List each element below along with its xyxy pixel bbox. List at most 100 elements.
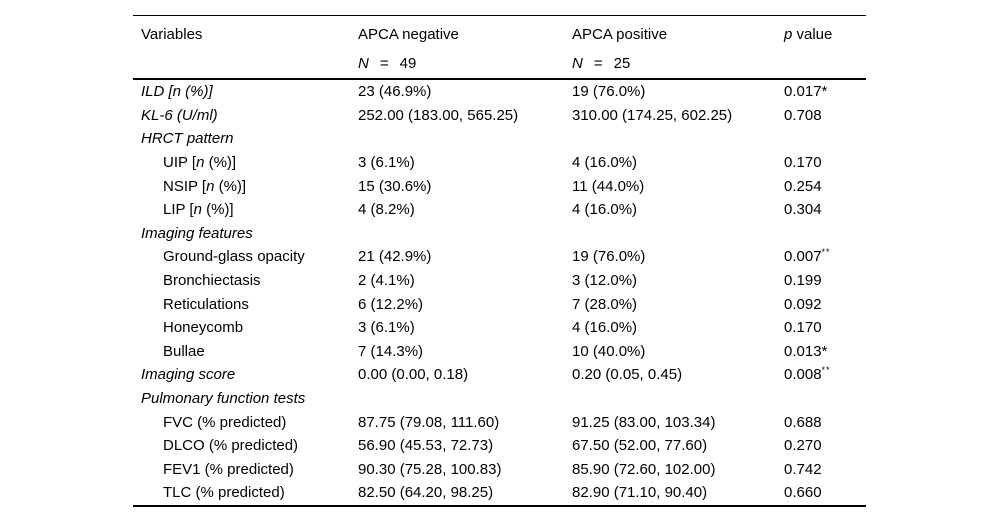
cell-apca-negative: 3 (6.1%) bbox=[358, 319, 415, 337]
cell-apca-positive: 82.90 (71.10, 90.40) bbox=[572, 484, 708, 502]
equals-sign: = bbox=[379, 55, 389, 72]
cell-p-value: 0.708 bbox=[784, 106, 822, 124]
cell-apca-negative: 6 (12.2%) bbox=[358, 295, 424, 313]
n-negative-value: 49 bbox=[399, 55, 417, 72]
cell-apca-positive: 4 (16.0%) bbox=[572, 201, 638, 219]
cell-apca-positive: 85.90 (72.60, 102.00) bbox=[572, 460, 716, 478]
table-row: FEV1 (% predicted) 90.30 (75.28, 100.83) 8… bbox=[133, 458, 866, 482]
table-row: HRCT pattern bbox=[133, 127, 866, 151]
cell-apca-positive: 310.00 (174.25, 602.25) bbox=[572, 106, 733, 124]
row-label: Imaging features bbox=[141, 224, 253, 242]
table-row: Imaging score 0.00 (0.00, 0.18) 0.20 (0.05… bbox=[133, 363, 866, 387]
cell-p-value: 0.092 bbox=[784, 295, 822, 313]
p-value-italic-p: p bbox=[784, 25, 793, 43]
n-label: N bbox=[572, 55, 583, 72]
cell-apca-negative: 15 (30.6%) bbox=[358, 177, 432, 195]
n-positive: N = 25 bbox=[572, 49, 784, 80]
row-label: Bullae bbox=[163, 342, 205, 360]
cell-apca-negative: 90.30 (75.28, 100.83) bbox=[358, 460, 502, 478]
table-row: FVC (% predicted) 87.75 (79.08, 111.60) 91… bbox=[133, 410, 866, 434]
subheader-empty bbox=[133, 49, 358, 80]
cell-apca-negative: 7 (14.3%) bbox=[358, 342, 424, 360]
cell-apca-positive: 4 (16.0%) bbox=[572, 319, 638, 337]
table-body: ILD [n (%)] 23 (46.9%) 19 (76.0%) 0.017* KL-… bbox=[133, 79, 866, 506]
table-row: TLC (% predicted) 82.50 (64.20, 98.25) 82.… bbox=[133, 481, 866, 506]
equals-sign: = bbox=[593, 55, 603, 72]
row-label: TLC (% predicted) bbox=[163, 484, 285, 502]
row-label: LIP [n (%)] bbox=[163, 201, 234, 219]
cell-apca-positive: 3 (12.0%) bbox=[572, 272, 638, 290]
cell-p-value: 0.017* bbox=[784, 83, 828, 101]
cell-p-value: 0.170 bbox=[784, 154, 822, 172]
cell-p-value bbox=[784, 127, 866, 151]
cell-apca-positive: 10 (40.0%) bbox=[572, 342, 646, 360]
row-label: NSIP [n (%)] bbox=[163, 177, 247, 195]
cell-p-value: 0.199 bbox=[784, 272, 822, 290]
cell-apca-negative: 82.50 (64.20, 98.25) bbox=[358, 484, 494, 502]
row-label: FEV1 (% predicted) bbox=[163, 460, 294, 478]
n-negative: N = 49 bbox=[358, 49, 572, 80]
table-row: Bullae 7 (14.3%) 10 (40.0%) 0.013* bbox=[133, 340, 866, 364]
col-header-apca-negative: APCA negative bbox=[358, 25, 459, 43]
cell-apca-negative: 4 (8.2%) bbox=[358, 201, 415, 219]
cell-p-value: 0.660 bbox=[784, 484, 822, 502]
table-row: DLCO (% predicted) 56.90 (45.53, 72.73) 67… bbox=[133, 434, 866, 458]
cell-apca-negative: 21 (42.9%) bbox=[358, 248, 432, 266]
row-label: Imaging score bbox=[141, 366, 236, 384]
cell-apca-positive: 19 (76.0%) bbox=[572, 83, 646, 101]
cell-apca-positive: 19 (76.0%) bbox=[572, 248, 646, 266]
cell-apca-negative: 2 (4.1%) bbox=[358, 272, 415, 290]
cell-apca-negative: 56.90 (45.53, 72.73) bbox=[358, 437, 494, 455]
cell-apca-positive: 0.20 (0.05, 0.45) bbox=[572, 366, 683, 384]
cell-apca-negative: 3 (6.1%) bbox=[358, 154, 415, 172]
table-row: Honeycomb 3 (6.1%) 4 (16.0%) 0.170 bbox=[133, 316, 866, 340]
cell-p-value: 0.013* bbox=[784, 342, 828, 360]
cell-apca-negative: 87.75 (79.08, 111.60) bbox=[358, 413, 500, 431]
n-label: N bbox=[358, 55, 369, 72]
row-label: UIP [n (%)] bbox=[163, 154, 237, 172]
cell-apca-negative: 23 (46.9%) bbox=[358, 83, 432, 101]
cell-p-value: 0.742 bbox=[784, 460, 822, 478]
subheader-row: N = 49 N = 25 bbox=[133, 49, 866, 80]
p-value-label-rest: value bbox=[792, 25, 833, 43]
cell-apca-negative: 0.00 (0.00, 0.18) bbox=[358, 366, 469, 384]
cell-apca-negative: 252.00 (183.00, 565.25) bbox=[358, 106, 519, 124]
cell-apca-positive: 91.25 (83.00, 103.34) bbox=[572, 413, 716, 431]
row-label: FVC (% predicted) bbox=[163, 413, 287, 431]
row-label: Pulmonary function tests bbox=[141, 390, 306, 408]
cell-p-value bbox=[784, 222, 866, 246]
table-row: Ground-glass opacity 21 (42.9%) 19 (76.0%)… bbox=[133, 245, 866, 269]
n-positive-value: 25 bbox=[613, 55, 631, 72]
table-row: Bronchiectasis 2 (4.1%) 3 (12.0%) 0.199 bbox=[133, 269, 866, 293]
col-header-apca-positive: APCA positive bbox=[572, 25, 668, 43]
comparison-table: Variables APCA negative APCA positive p … bbox=[133, 15, 866, 507]
cell-p-value bbox=[784, 387, 866, 411]
row-label: HRCT pattern bbox=[141, 130, 234, 148]
row-label: Bronchiectasis bbox=[163, 272, 261, 290]
cell-apca-positive bbox=[572, 127, 784, 151]
row-label: ILD [n (%)] bbox=[141, 83, 213, 101]
table-row: Reticulations 6 (12.2%) 7 (28.0%) 0.092 bbox=[133, 292, 866, 316]
cell-apca-negative bbox=[358, 127, 572, 151]
row-label: Ground-glass opacity bbox=[163, 248, 305, 266]
cell-p-value: 0.170 bbox=[784, 319, 822, 337]
table-row: ILD [n (%)] 23 (46.9%) 19 (76.0%) 0.017* bbox=[133, 79, 866, 104]
cell-apca-negative bbox=[358, 222, 572, 246]
table-row: KL-6 (U/ml) 252.00 (183.00, 565.25) 310.00… bbox=[133, 104, 866, 128]
table-row: LIP [n (%)] 4 (8.2%) 4 (16.0%) 0.304 bbox=[133, 198, 866, 222]
cell-p-value: 0.008** bbox=[784, 365, 831, 384]
significance-asterisks: ** bbox=[821, 247, 831, 258]
col-header-p-value: p value bbox=[784, 16, 866, 50]
cell-p-value: 0.304 bbox=[784, 201, 822, 219]
cell-apca-positive: 11 (44.0%) bbox=[572, 177, 645, 195]
cell-apca-positive: 7 (28.0%) bbox=[572, 295, 638, 313]
table-row: NSIP [n (%)] 15 (30.6%) 11 (44.0%) 0.254 bbox=[133, 174, 866, 198]
subheader-empty bbox=[784, 49, 866, 80]
cell-p-value: 0.688 bbox=[784, 413, 822, 431]
cell-apca-negative bbox=[358, 387, 572, 411]
cell-apca-positive: 4 (16.0%) bbox=[572, 154, 638, 172]
cell-apca-positive: 67.50 (52.00, 77.60) bbox=[572, 437, 708, 455]
table-row: Imaging features bbox=[133, 222, 866, 246]
row-label: KL-6 (U/ml) bbox=[141, 106, 218, 124]
